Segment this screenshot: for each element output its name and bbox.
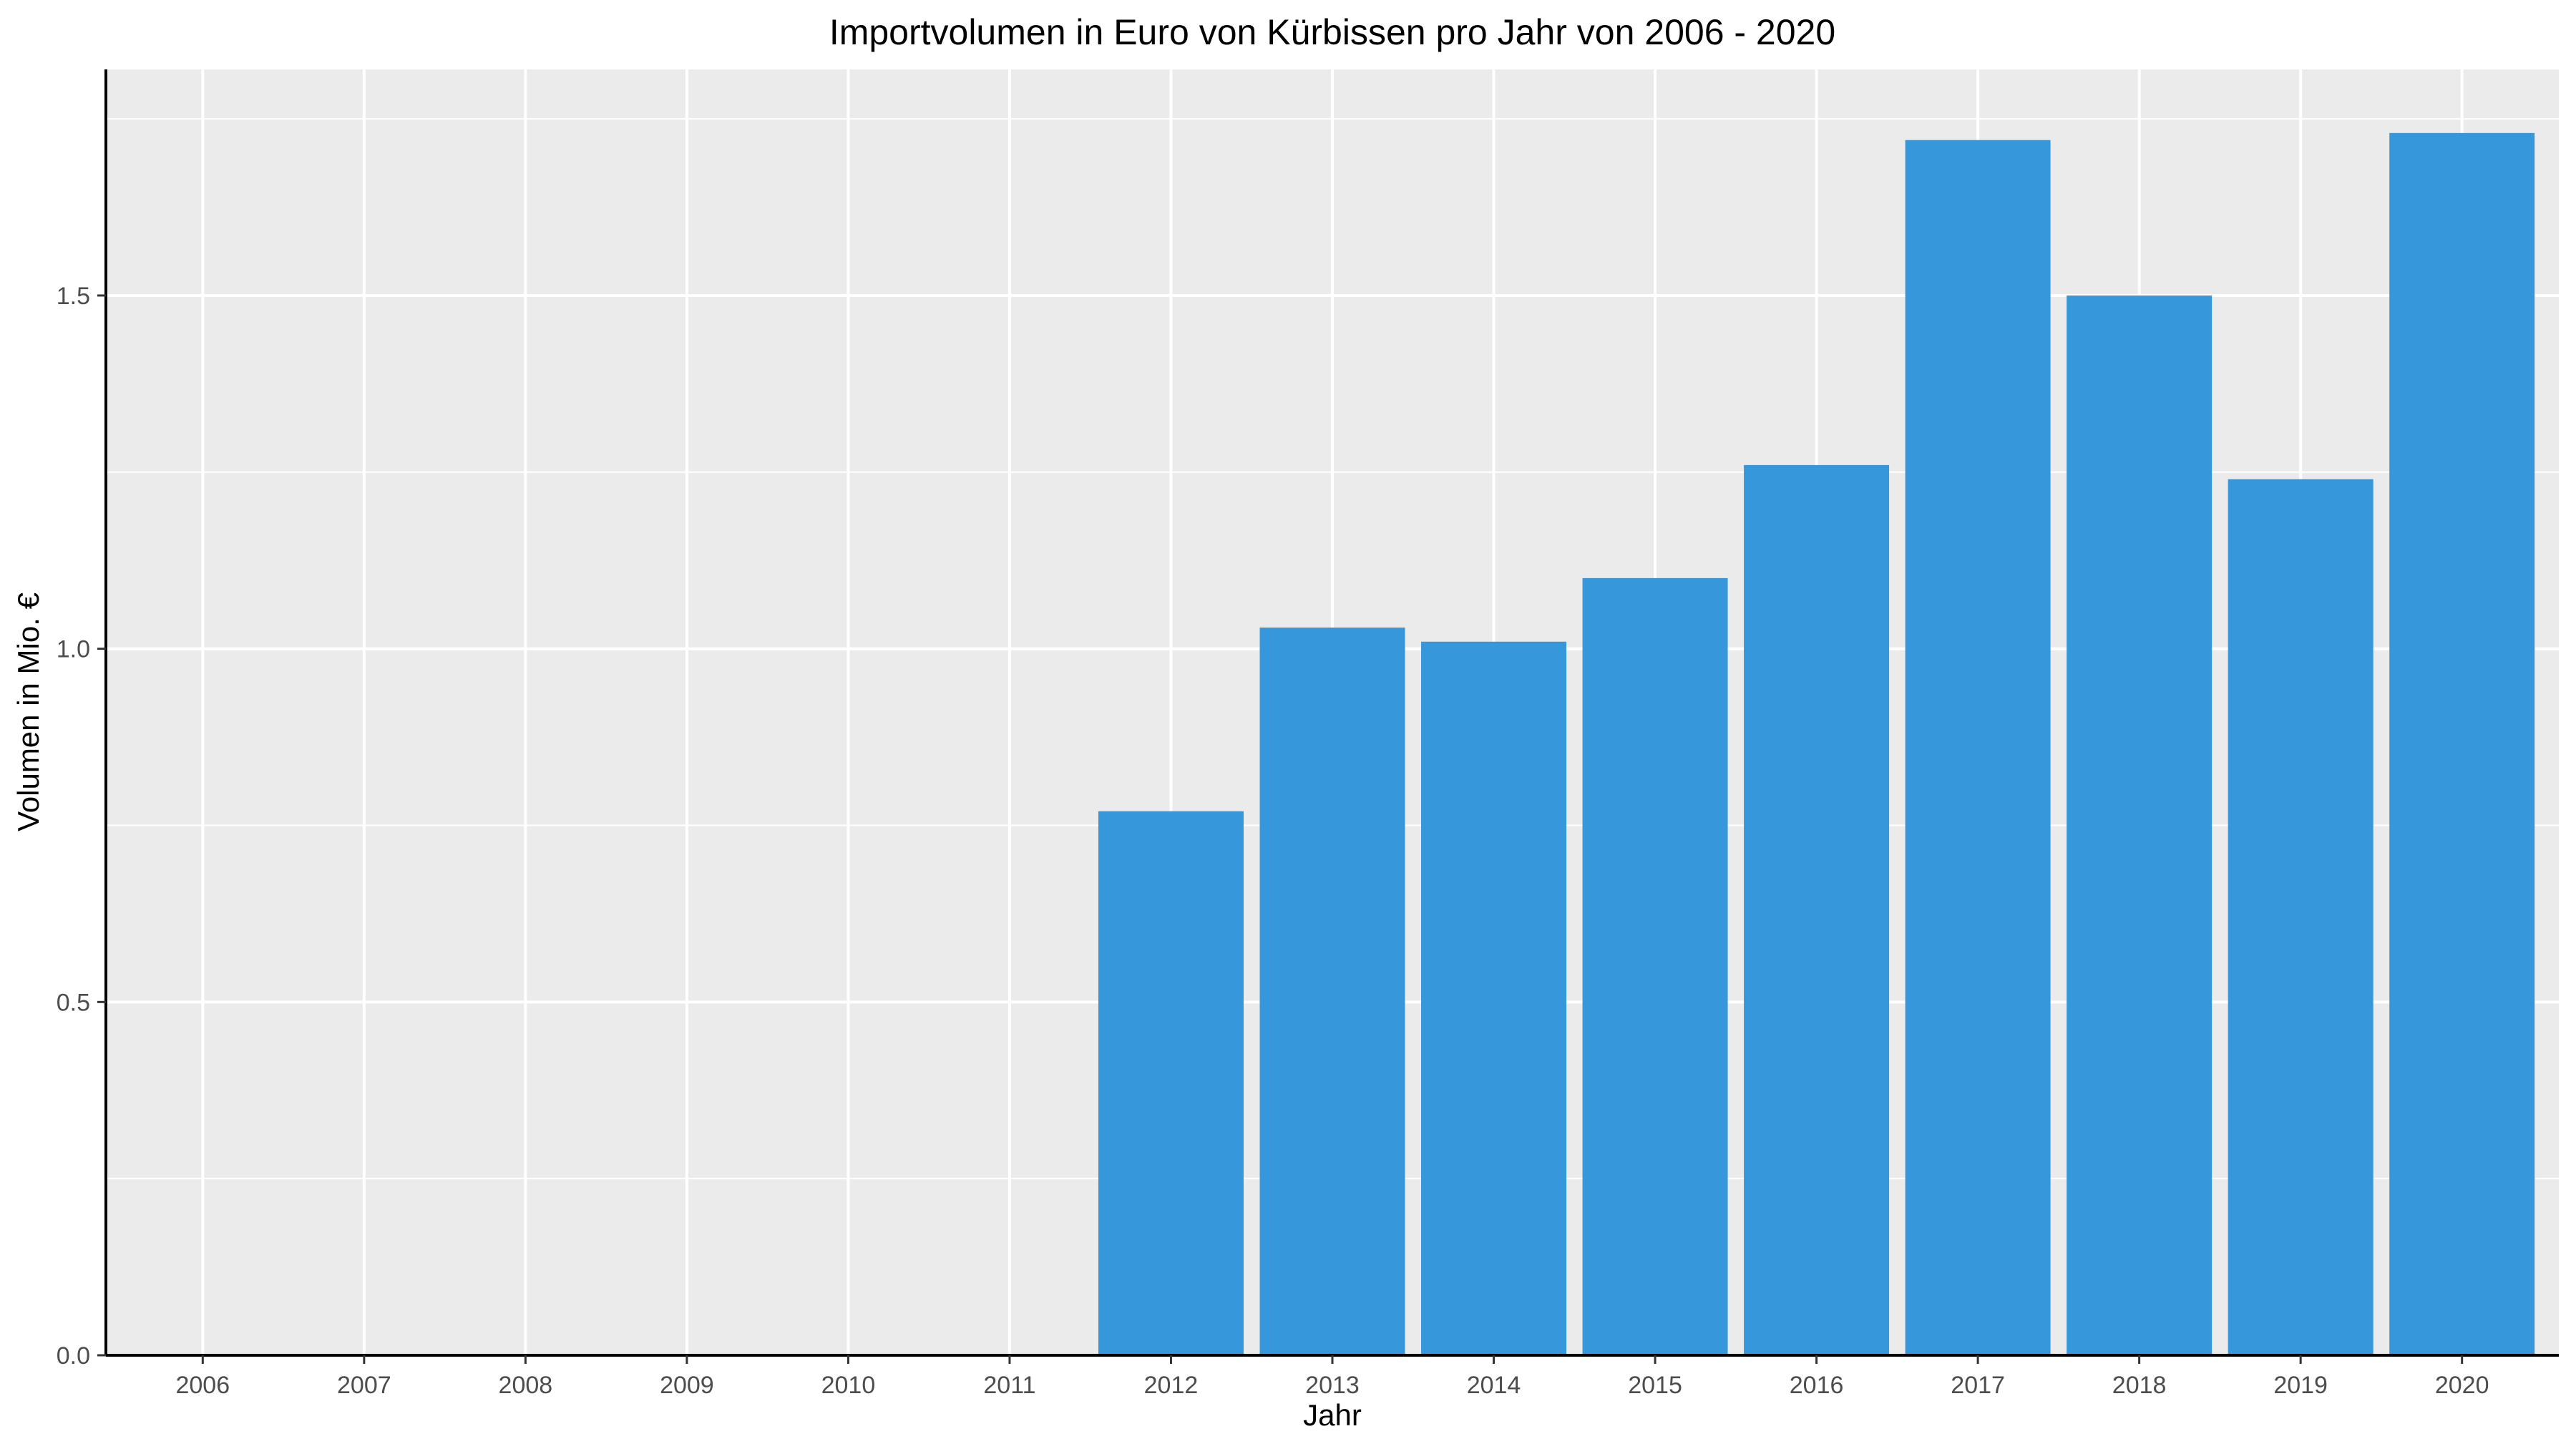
y-tick-label: 0.0	[57, 1342, 90, 1370]
x-tick-label: 2008	[499, 1372, 553, 1399]
y-tick-label: 1.0	[57, 636, 90, 663]
bar-2014	[1421, 641, 1567, 1355]
x-tick-label: 2016	[1790, 1372, 1844, 1399]
x-tick-label: 2020	[2435, 1372, 2489, 1399]
x-axis-ticks: 2006 2007 2008 2009 2010 2011 2012 2013 2014 2015…	[175, 1355, 2489, 1399]
x-tick-label: 2006	[175, 1372, 230, 1399]
bar-2015	[1582, 577, 1728, 1355]
y-tick-label: 0.5	[57, 989, 90, 1016]
bar-2017	[1905, 140, 2051, 1355]
bar-2013	[1259, 628, 1405, 1355]
y-axis-ticks: 0.0 0.5 1.0 1.5	[57, 283, 106, 1370]
x-axis-label: Jahr	[1303, 1398, 1362, 1432]
x-tick-label: 2017	[1951, 1372, 2005, 1399]
bar-2012	[1098, 811, 1244, 1355]
bar-2019	[2228, 479, 2373, 1355]
x-tick-label: 2011	[983, 1372, 1035, 1399]
bar-2020	[2389, 132, 2535, 1355]
bar-2018	[2067, 295, 2212, 1355]
y-axis-label: Volumen in Mio. €	[11, 592, 45, 831]
x-tick-label: 2007	[337, 1372, 391, 1399]
bars	[1098, 132, 2535, 1355]
chart-title: Importvolumen in Euro von Kürbissen pro …	[829, 12, 1835, 52]
bar-2016	[1744, 464, 1890, 1355]
x-tick-label: 2013	[1305, 1372, 1360, 1399]
x-tick-label: 2009	[660, 1372, 714, 1399]
x-tick-label: 2010	[821, 1372, 876, 1399]
x-tick-label: 2012	[1144, 1372, 1199, 1399]
x-tick-label: 2014	[1467, 1372, 1521, 1399]
y-tick-label: 1.5	[57, 283, 90, 310]
x-tick-label: 2015	[1628, 1372, 1682, 1399]
x-tick-label: 2018	[2112, 1372, 2167, 1399]
x-tick-label: 2019	[2273, 1372, 2328, 1399]
